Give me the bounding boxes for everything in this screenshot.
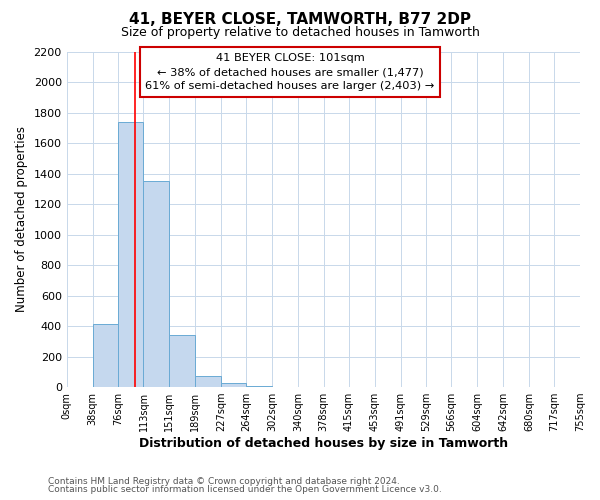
Bar — [143, 181, 169, 387]
Text: Contains public sector information licensed under the Open Government Licence v3: Contains public sector information licen… — [48, 485, 442, 494]
Text: Contains HM Land Registry data © Crown copyright and database right 2024.: Contains HM Land Registry data © Crown c… — [48, 477, 400, 486]
Text: 41, BEYER CLOSE, TAMWORTH, B77 2DP: 41, BEYER CLOSE, TAMWORTH, B77 2DP — [129, 12, 471, 28]
Bar — [118, 122, 143, 387]
Bar — [195, 376, 221, 387]
Bar — [221, 384, 246, 387]
Text: Size of property relative to detached houses in Tamworth: Size of property relative to detached ho… — [121, 26, 479, 39]
Bar — [169, 335, 195, 387]
Bar — [92, 324, 118, 387]
Bar — [246, 386, 272, 387]
Y-axis label: Number of detached properties: Number of detached properties — [15, 126, 28, 312]
Text: 41 BEYER CLOSE: 101sqm
← 38% of detached houses are smaller (1,477)
61% of semi-: 41 BEYER CLOSE: 101sqm ← 38% of detached… — [145, 53, 434, 91]
X-axis label: Distribution of detached houses by size in Tamworth: Distribution of detached houses by size … — [139, 437, 508, 450]
